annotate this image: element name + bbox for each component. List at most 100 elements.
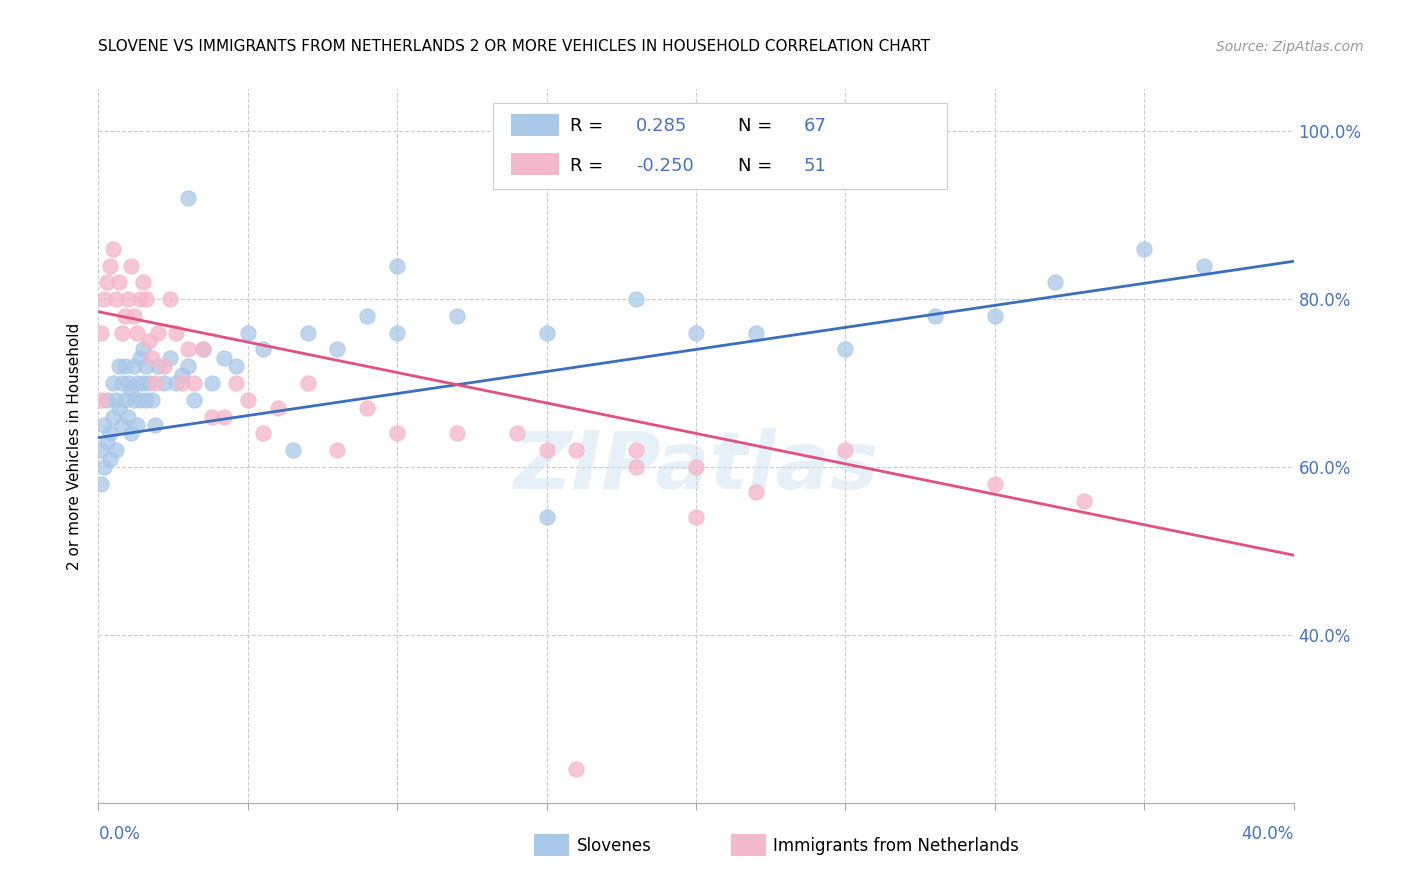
Point: [236, 326, 259, 340]
Point: [165, 326, 187, 340]
Point: [626, 292, 648, 306]
Point: [177, 343, 200, 357]
Point: [212, 351, 235, 365]
Point: [297, 326, 319, 340]
Point: [165, 376, 187, 390]
Point: [153, 359, 176, 374]
Bar: [510, 114, 558, 136]
Point: [191, 343, 214, 357]
Point: [252, 343, 274, 357]
Point: [183, 376, 205, 390]
Point: [105, 392, 128, 407]
Point: [685, 326, 707, 340]
Point: [111, 326, 134, 340]
Point: [90, 326, 112, 340]
Point: [103, 376, 125, 390]
Point: [191, 343, 214, 357]
Point: [536, 326, 558, 340]
Point: [536, 443, 558, 458]
Point: [685, 460, 707, 475]
Text: R =: R =: [571, 157, 609, 175]
Point: [138, 334, 160, 348]
Point: [201, 376, 224, 390]
Point: [148, 359, 170, 374]
Text: Source: ZipAtlas.com: Source: ZipAtlas.com: [1216, 39, 1364, 54]
Point: [212, 409, 235, 424]
Point: [141, 351, 163, 365]
Point: [93, 460, 115, 475]
Point: [103, 409, 125, 424]
Point: [90, 443, 112, 458]
Point: [984, 476, 1007, 491]
Point: [117, 292, 139, 306]
Point: [108, 401, 131, 416]
Point: [135, 292, 157, 306]
Point: [177, 191, 200, 205]
Point: [1073, 493, 1095, 508]
Point: [120, 426, 142, 441]
Text: 0.285: 0.285: [637, 118, 688, 136]
Bar: [510, 153, 558, 175]
Point: [1133, 242, 1156, 256]
Text: 0.0%: 0.0%: [98, 825, 141, 843]
Point: [1192, 259, 1215, 273]
Point: [105, 443, 128, 458]
Point: [745, 326, 768, 340]
Point: [159, 292, 181, 306]
Point: [120, 384, 142, 399]
Point: [626, 443, 648, 458]
Point: [129, 292, 152, 306]
Point: [225, 376, 247, 390]
Point: [356, 401, 378, 416]
Point: [108, 359, 131, 374]
Point: [177, 359, 200, 374]
Text: ZIPatlas: ZIPatlas: [513, 428, 879, 507]
Point: [96, 392, 118, 407]
Point: [267, 401, 290, 416]
Point: [626, 460, 648, 475]
Point: [120, 259, 142, 273]
Point: [124, 392, 146, 407]
FancyBboxPatch shape: [494, 103, 948, 189]
Point: [138, 376, 160, 390]
Point: [745, 485, 768, 500]
Point: [117, 376, 139, 390]
Point: [129, 351, 152, 365]
Point: [326, 343, 349, 357]
Point: [93, 292, 115, 306]
Point: [984, 309, 1007, 323]
Point: [183, 392, 205, 407]
Point: [135, 392, 157, 407]
Point: [124, 309, 146, 323]
Text: 67: 67: [804, 118, 827, 136]
Point: [124, 359, 146, 374]
Point: [834, 443, 856, 458]
Point: [111, 376, 134, 390]
Point: [446, 309, 468, 323]
Point: [385, 326, 409, 340]
Y-axis label: 2 or more Vehicles in Household: 2 or more Vehicles in Household: [67, 322, 83, 570]
Point: [1043, 275, 1066, 289]
Point: [108, 275, 131, 289]
Point: [281, 443, 304, 458]
Point: [236, 392, 259, 407]
Point: [143, 417, 166, 432]
Point: [100, 426, 122, 441]
Point: [565, 443, 588, 458]
Point: [96, 434, 118, 449]
Point: [141, 392, 163, 407]
Text: R =: R =: [571, 118, 609, 136]
Point: [326, 443, 349, 458]
Point: [129, 392, 152, 407]
Point: [100, 451, 122, 466]
Point: [96, 275, 118, 289]
Text: Slovenes: Slovenes: [576, 837, 651, 855]
Point: [172, 376, 194, 390]
Point: [114, 359, 136, 374]
Point: [506, 426, 529, 441]
Point: [103, 242, 125, 256]
Point: [565, 762, 588, 776]
Point: [172, 368, 194, 382]
Point: [127, 326, 149, 340]
Text: -0.250: -0.250: [637, 157, 695, 175]
